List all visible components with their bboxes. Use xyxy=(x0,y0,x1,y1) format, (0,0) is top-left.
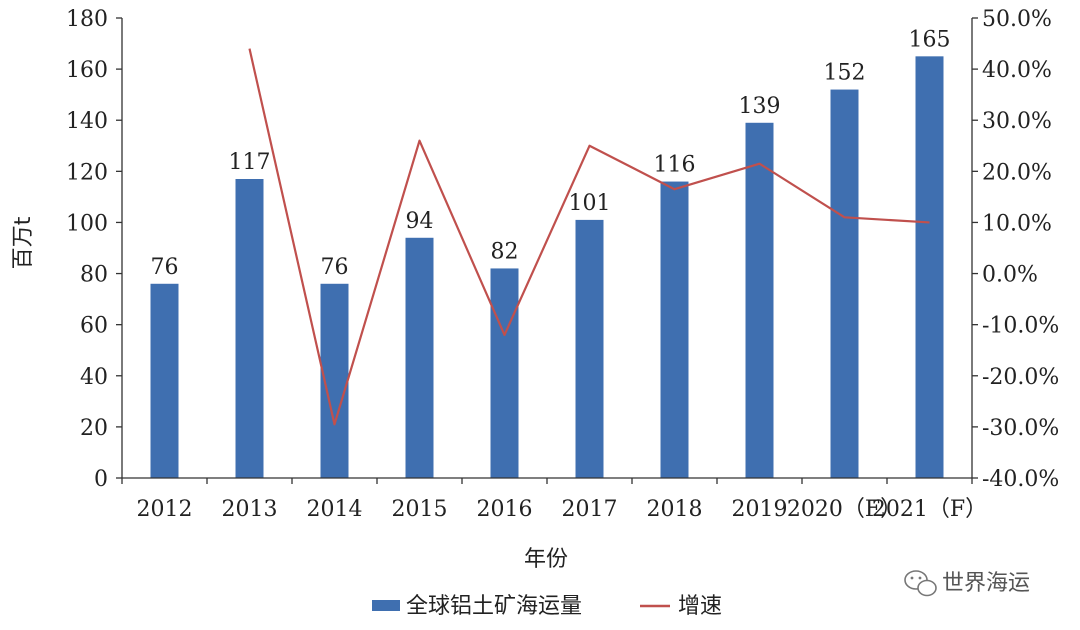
x-axis-title: 年份 xyxy=(524,547,568,572)
left-y-tick-label: 20 xyxy=(80,416,108,441)
right-y-tick-label: -40.0% xyxy=(982,467,1059,492)
right-y-tick-label: -20.0% xyxy=(982,365,1059,390)
right-y-tick-label: 30.0% xyxy=(982,109,1052,134)
bar xyxy=(915,56,944,478)
x-tick-label: 2021（F） xyxy=(872,497,987,522)
bar-value-label: 94 xyxy=(406,209,434,234)
bar xyxy=(405,237,434,478)
x-tick-labels: 2012 2013 2014 2015 2016 2017 2018 2019 2020（F）2… xyxy=(137,497,988,522)
left-y-tick-label: 60 xyxy=(80,314,108,339)
bar xyxy=(235,179,264,478)
watermark: 世界海运 xyxy=(904,570,1030,597)
left-y-tick-labels: 0 20 40 60 80 100 120 140 160 180 xyxy=(66,7,108,492)
x-tick-label: 2015 xyxy=(392,497,448,522)
bar xyxy=(660,181,689,479)
bar-value-label: 116 xyxy=(654,153,696,178)
left-y-tick-label: 40 xyxy=(80,365,108,390)
left-y-tick-label: 120 xyxy=(66,160,108,185)
left-y-tick-label: 0 xyxy=(94,467,108,492)
legend: 全球铝土矿海运量 增速 xyxy=(372,594,722,619)
left-y-tick-label: 80 xyxy=(80,263,108,288)
x-tick-label: 2012 xyxy=(137,497,193,522)
bar xyxy=(575,219,604,478)
bar xyxy=(830,89,859,479)
line-series-group xyxy=(248,48,930,426)
x-tick-label: 2013 xyxy=(222,497,278,522)
right-y-tick-label: 10.0% xyxy=(982,211,1052,236)
bar-value-label: 82 xyxy=(491,239,519,264)
right-y-tick-label: -10.0% xyxy=(982,314,1059,339)
right-y-tick-label: -30.0% xyxy=(982,416,1059,441)
bar-value-label: 76 xyxy=(321,255,349,280)
bar-value-label: 101 xyxy=(569,191,611,216)
left-y-tick-label: 140 xyxy=(66,109,108,134)
legend-line-label: 增速 xyxy=(678,594,722,619)
bar-value-label: 139 xyxy=(739,94,781,119)
x-tick-label: 2019 xyxy=(732,497,788,522)
bar-value-label: 76 xyxy=(151,255,179,280)
left-y-tick-label: 180 xyxy=(66,7,108,32)
right-y-tick-label: 40.0% xyxy=(982,58,1052,83)
wechat-icon xyxy=(904,570,937,597)
axes-group xyxy=(116,17,978,484)
bars-group xyxy=(150,56,944,479)
left-y-tick-label: 160 xyxy=(66,58,108,83)
x-tick-label: 2020（F） xyxy=(787,497,902,522)
watermark-text: 世界海运 xyxy=(942,571,1030,596)
right-y-tick-labels: -40.0% -30.0% -20.0% -10.0% 0.0% 10.0% 20.0% 30… xyxy=(982,7,1059,492)
x-tick-label: 2017 xyxy=(562,497,618,522)
x-tick-label: 2016 xyxy=(477,497,533,522)
bar-value-label: 165 xyxy=(909,27,951,52)
bar-value-label: 152 xyxy=(824,61,866,86)
y-axis-title: 百万t xyxy=(11,216,36,269)
legend-bar-label: 全球铝土矿海运量 xyxy=(406,594,582,619)
legend-bar-swatch xyxy=(372,600,400,611)
x-tick-label: 2014 xyxy=(307,497,363,522)
right-y-tick-label: 20.0% xyxy=(982,160,1052,185)
right-y-tick-label: 50.0% xyxy=(982,7,1052,32)
bar xyxy=(490,268,519,478)
x-tick-label: 2018 xyxy=(647,497,703,522)
bar xyxy=(150,283,179,478)
left-y-tick-label: 100 xyxy=(66,211,108,236)
right-y-tick-label: 0.0% xyxy=(982,263,1038,288)
bar xyxy=(745,122,774,479)
bar-value-label: 117 xyxy=(229,150,271,175)
bar-labels-group: 76 117 76 94 82 101 116 139 152 165 xyxy=(151,27,951,279)
